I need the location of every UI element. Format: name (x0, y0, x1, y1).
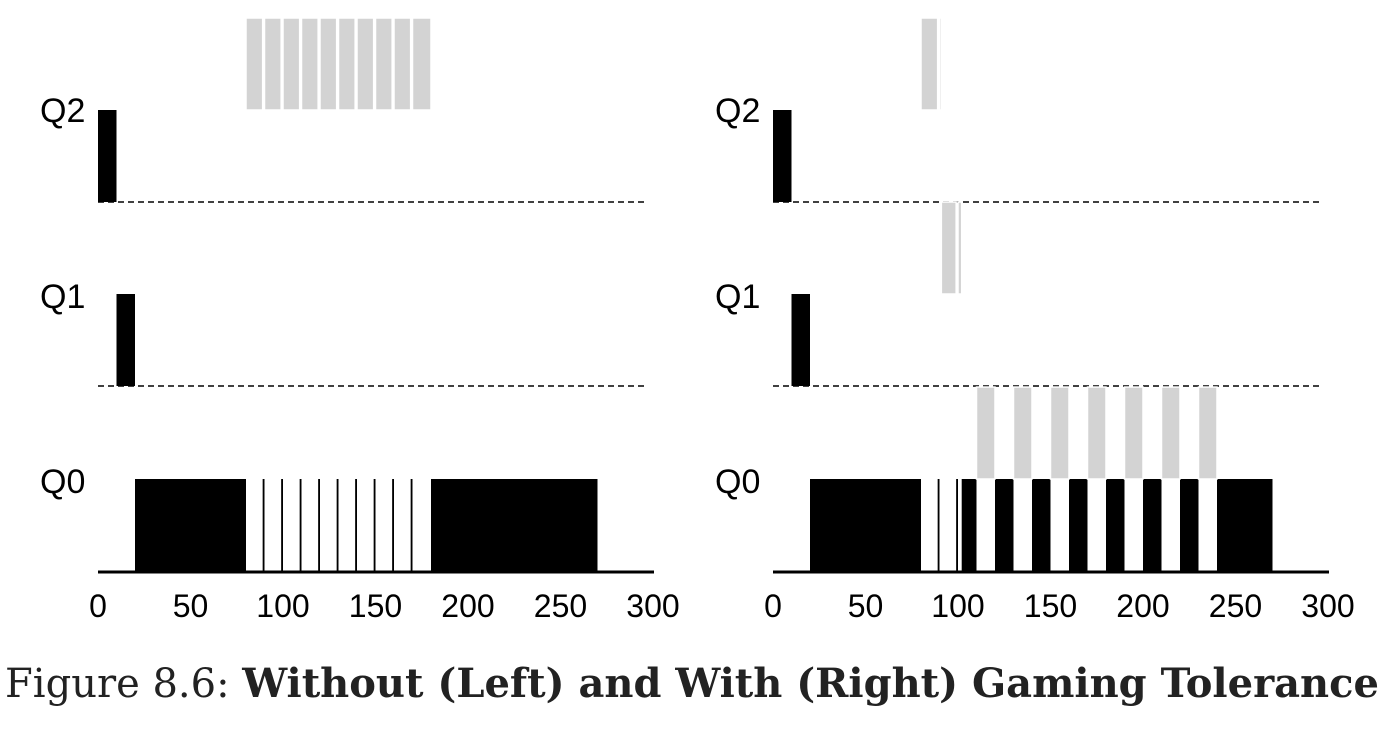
right-q2-black-segment-0 (773, 110, 792, 202)
right-x-tick-label: 0 (764, 588, 782, 624)
left-q2-gray-segment-13 (245, 17, 264, 111)
left-q2-gray-segment-16 (300, 17, 319, 111)
right-q0-gray-segment-17 (975, 386, 996, 480)
figure-canvas: Q2 Q1 Q0 0 50 100 150 200 250 300 Q2 Q1 Q0 0 50 100 150 2… (40, 17, 1355, 624)
right-q0-black-segment-11 (1180, 479, 1199, 572)
right-x-tick-label: 50 (848, 588, 884, 624)
right-q1-gray-segment-16 (957, 201, 963, 295)
left-q1-label: Q1 (40, 278, 85, 316)
left-q2-gray-segment-20 (374, 17, 393, 111)
left-x-tick-label: 0 (89, 588, 107, 624)
left-q2-gray-segment-19 (356, 17, 375, 111)
left-x-tick-label: 200 (441, 588, 494, 624)
left-q0-black-segment-12 (431, 479, 598, 572)
left-q2-gray-segment-18 (337, 17, 356, 111)
right-q0-gray-segment-21 (1123, 386, 1144, 480)
left-q2-black-segment-0 (98, 110, 117, 202)
right-x-tick-label: 100 (931, 588, 984, 624)
left-q0-black-segment-2 (135, 479, 246, 572)
right-x-tick-label: 150 (1024, 588, 1077, 624)
right-x-tick-label: 200 (1116, 588, 1169, 624)
right-q0-gray-segment-22 (1160, 386, 1181, 480)
right-q0-black-segment-9 (1106, 479, 1125, 572)
left-x-tick-label: 50 (173, 588, 209, 624)
left-q0-black-segment-10 (392, 479, 394, 572)
figure-caption: Figure 8.6: Without (Left) and With (Rig… (0, 660, 1384, 707)
right-q0-gray-segment-20 (1086, 386, 1107, 480)
right-q1-black-segment-1 (791, 294, 810, 386)
left-x-tick-label: 100 (256, 588, 309, 624)
left-q2-gray-segment-14 (263, 17, 282, 111)
left-q2-gray-segment-21 (393, 17, 412, 111)
right-q0-black-segment-8 (1069, 479, 1088, 572)
left-x-tick-label: 150 (349, 588, 402, 624)
left-q0-black-segment-6 (318, 479, 320, 572)
caption-prefix: Figure 8.6: (5, 661, 243, 707)
left-q2-gray-segment-17 (319, 17, 338, 111)
left-q0-black-segment-4 (281, 479, 283, 572)
right-q0-black-segment-10 (1143, 479, 1162, 572)
right-x-tick-label: 300 (1301, 588, 1354, 624)
right-q0-black-segment-3 (937, 479, 940, 572)
right-q2-label: Q2 (715, 92, 760, 130)
left-q0-black-segment-8 (355, 479, 357, 572)
left-q2-gray-segment-15 (282, 17, 301, 111)
right-q1-label: Q1 (715, 278, 760, 316)
left-q0-black-segment-3 (262, 479, 265, 572)
left-q1-black-segment-1 (116, 294, 135, 386)
right-q2-gray-segment-13 (920, 17, 939, 111)
right-q0-black-segment-12 (1217, 479, 1273, 572)
right-q1-gray-segment-15 (940, 201, 957, 295)
right-q2-gray-segment-14 (938, 17, 943, 111)
right-q0-black-segment-2 (810, 479, 921, 572)
left-q2-gray-segment-22 (411, 17, 432, 111)
left-q0-label: Q0 (40, 463, 85, 501)
right-q0-gray-segment-19 (1049, 386, 1070, 480)
right-q0-black-segment-4 (956, 479, 958, 572)
left-q0-black-segment-5 (299, 479, 302, 572)
right-x-tick-label: 250 (1209, 588, 1262, 624)
right-q0-black-segment-6 (995, 479, 1014, 572)
caption-title: Without (Left) and With (Right) Gaming T… (242, 660, 1379, 707)
left-x-tick-label: 300 (626, 588, 679, 624)
right-q0-label: Q0 (715, 463, 760, 501)
left-q0-black-segment-11 (410, 479, 413, 572)
right-q0-black-segment-5 (961, 479, 977, 572)
left-q0-black-segment-7 (336, 479, 339, 572)
left-x-tick-label: 250 (534, 588, 587, 624)
left-q0-black-segment-9 (373, 479, 376, 572)
right-q0-gray-segment-23 (1197, 386, 1218, 480)
right-q0-gray-segment-18 (1012, 386, 1033, 480)
left-q2-label: Q2 (40, 92, 85, 130)
right-q0-black-segment-7 (1032, 479, 1051, 572)
